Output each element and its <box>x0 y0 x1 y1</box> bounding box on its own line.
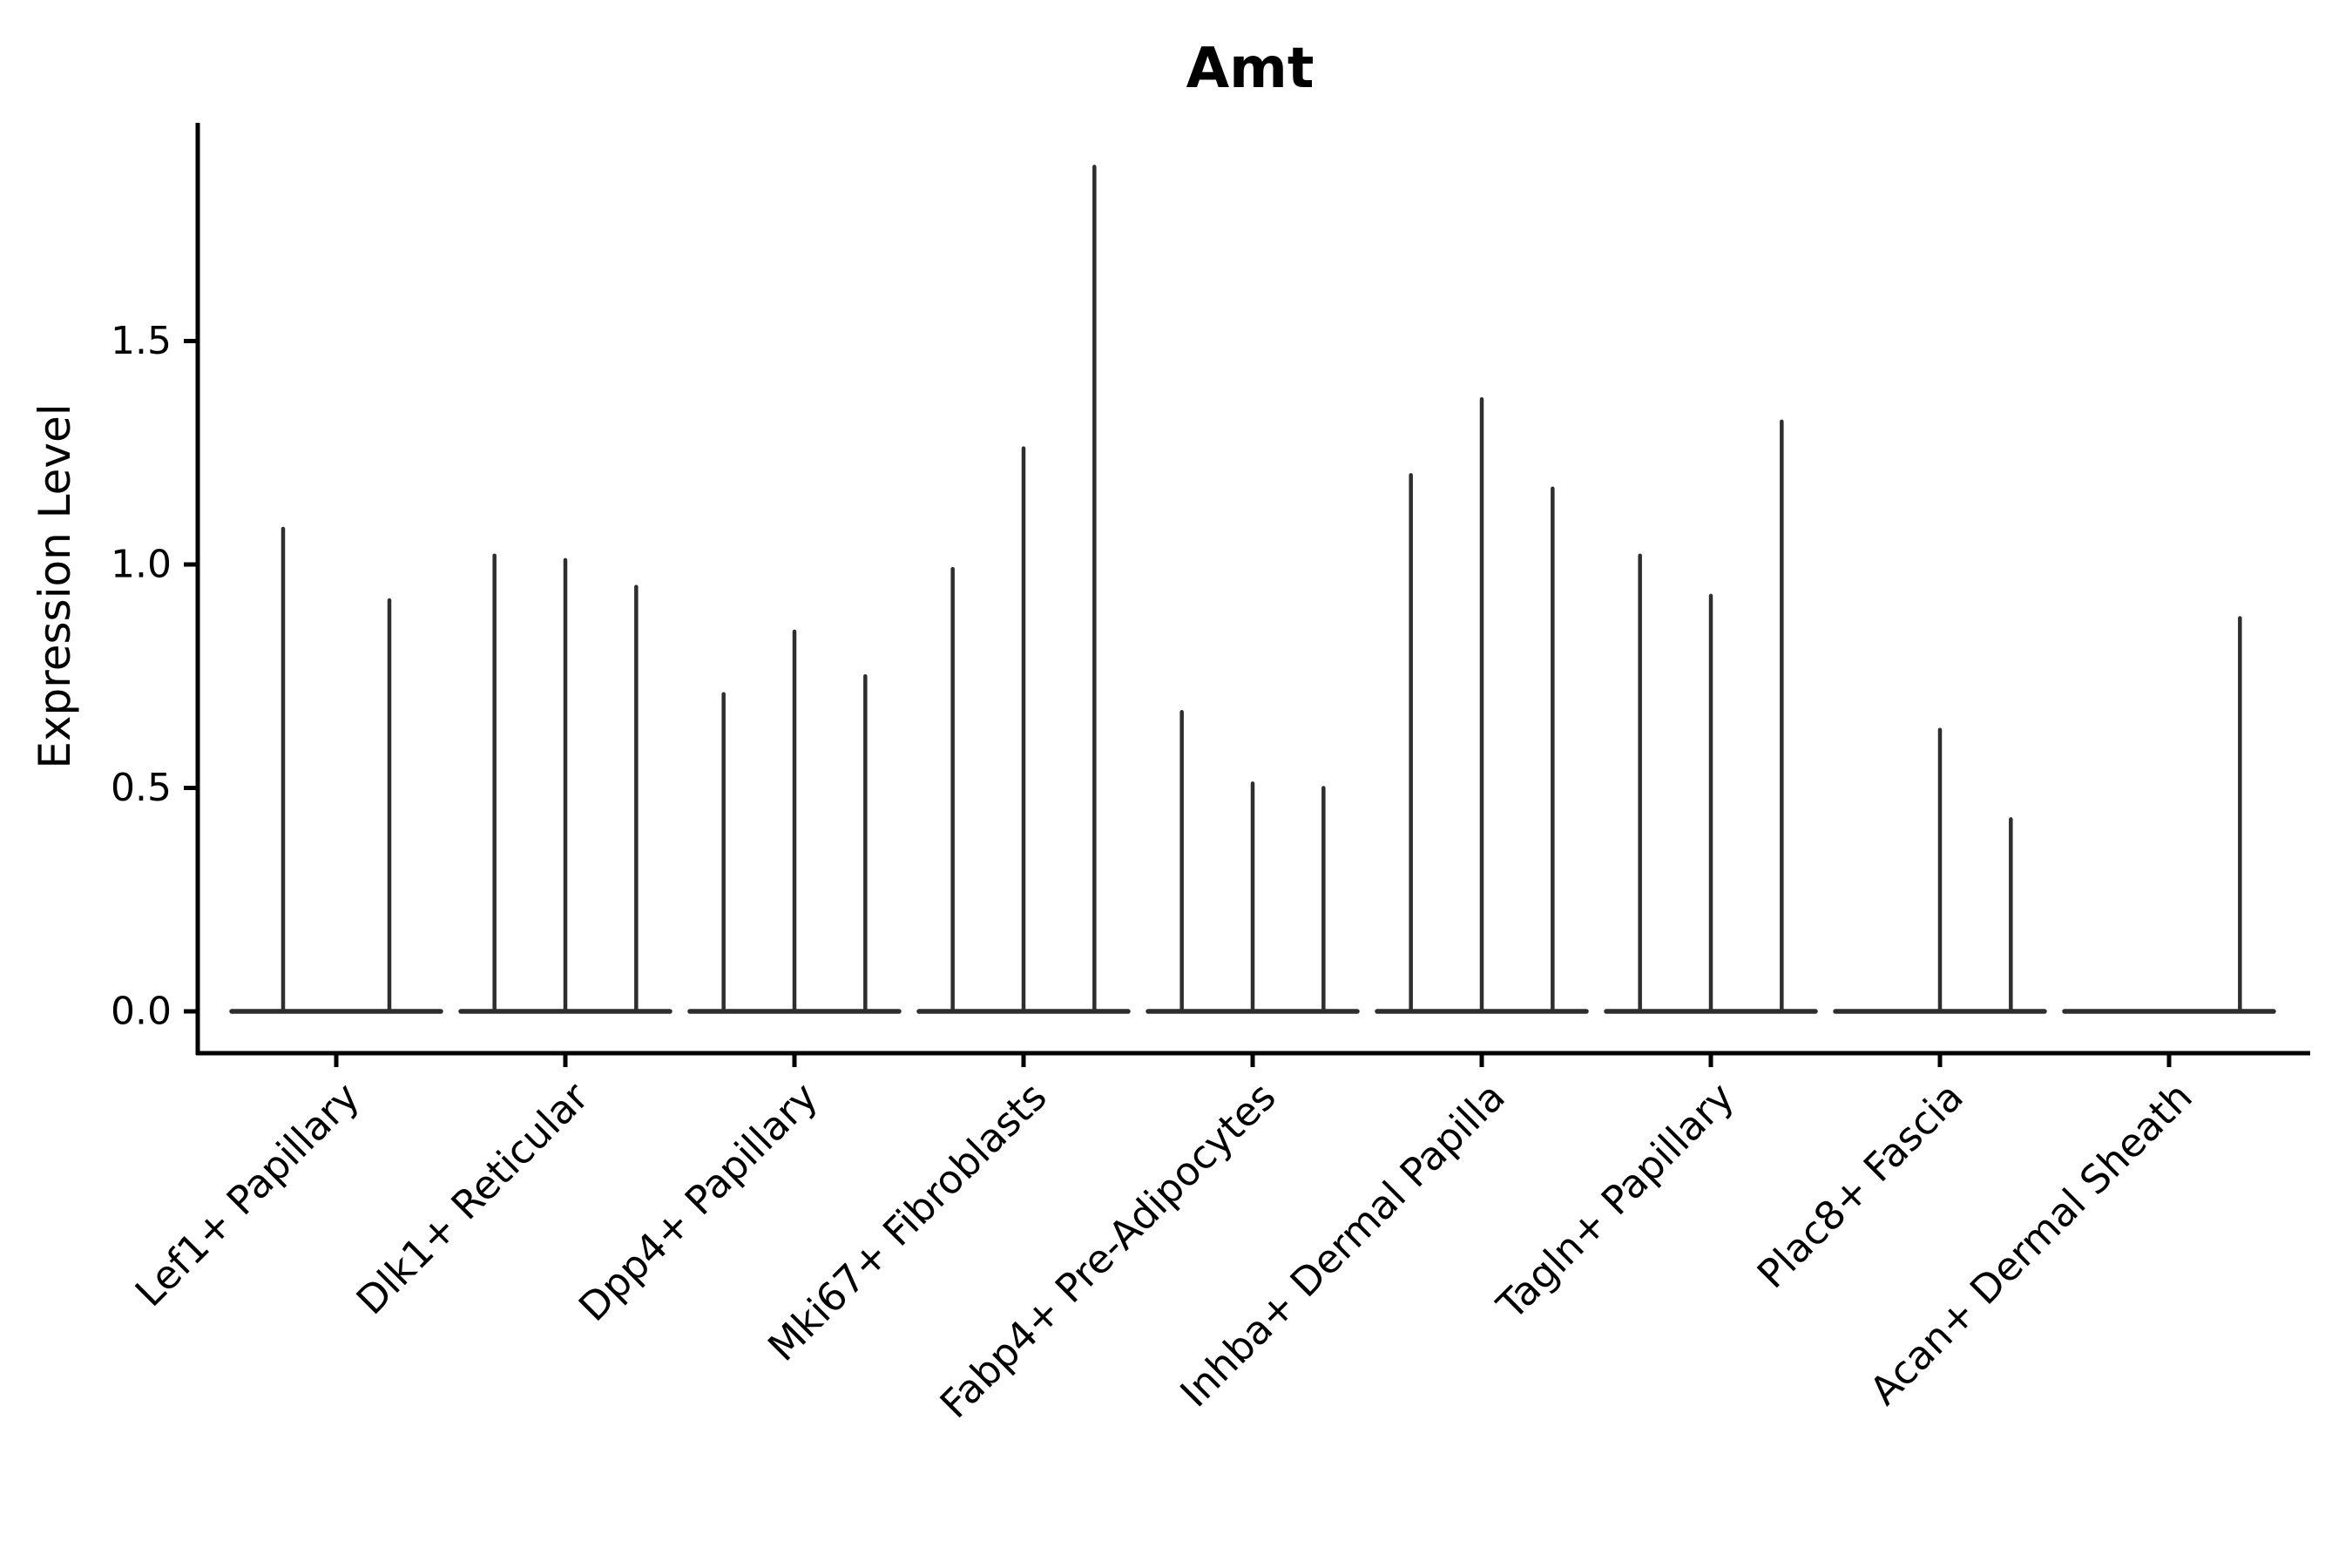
violins <box>229 165 2276 1014</box>
y-axis-ticks: 0.0 0.5 1.0 1.5 <box>111 319 198 1034</box>
x-tick-label: Plac8+ Fascia <box>1748 1073 1972 1297</box>
y-axis-label: Expression Level <box>30 403 80 768</box>
y-tick-label: 0.0 <box>111 990 172 1034</box>
x-tick-label: Lef1+ Papillary <box>126 1073 368 1315</box>
chart-title: Amt <box>1186 37 1315 101</box>
x-tick-label: Dpp4+ Papillary <box>570 1073 827 1330</box>
y-tick-label: 1.5 <box>111 319 172 363</box>
y-tick-label: 1.0 <box>111 543 172 587</box>
x-tick-label: Dlk1+ Reticular <box>348 1073 598 1323</box>
y-tick-label: 0.5 <box>111 766 172 810</box>
x-tick-label: Tagln+ Papillary <box>1488 1073 1743 1328</box>
